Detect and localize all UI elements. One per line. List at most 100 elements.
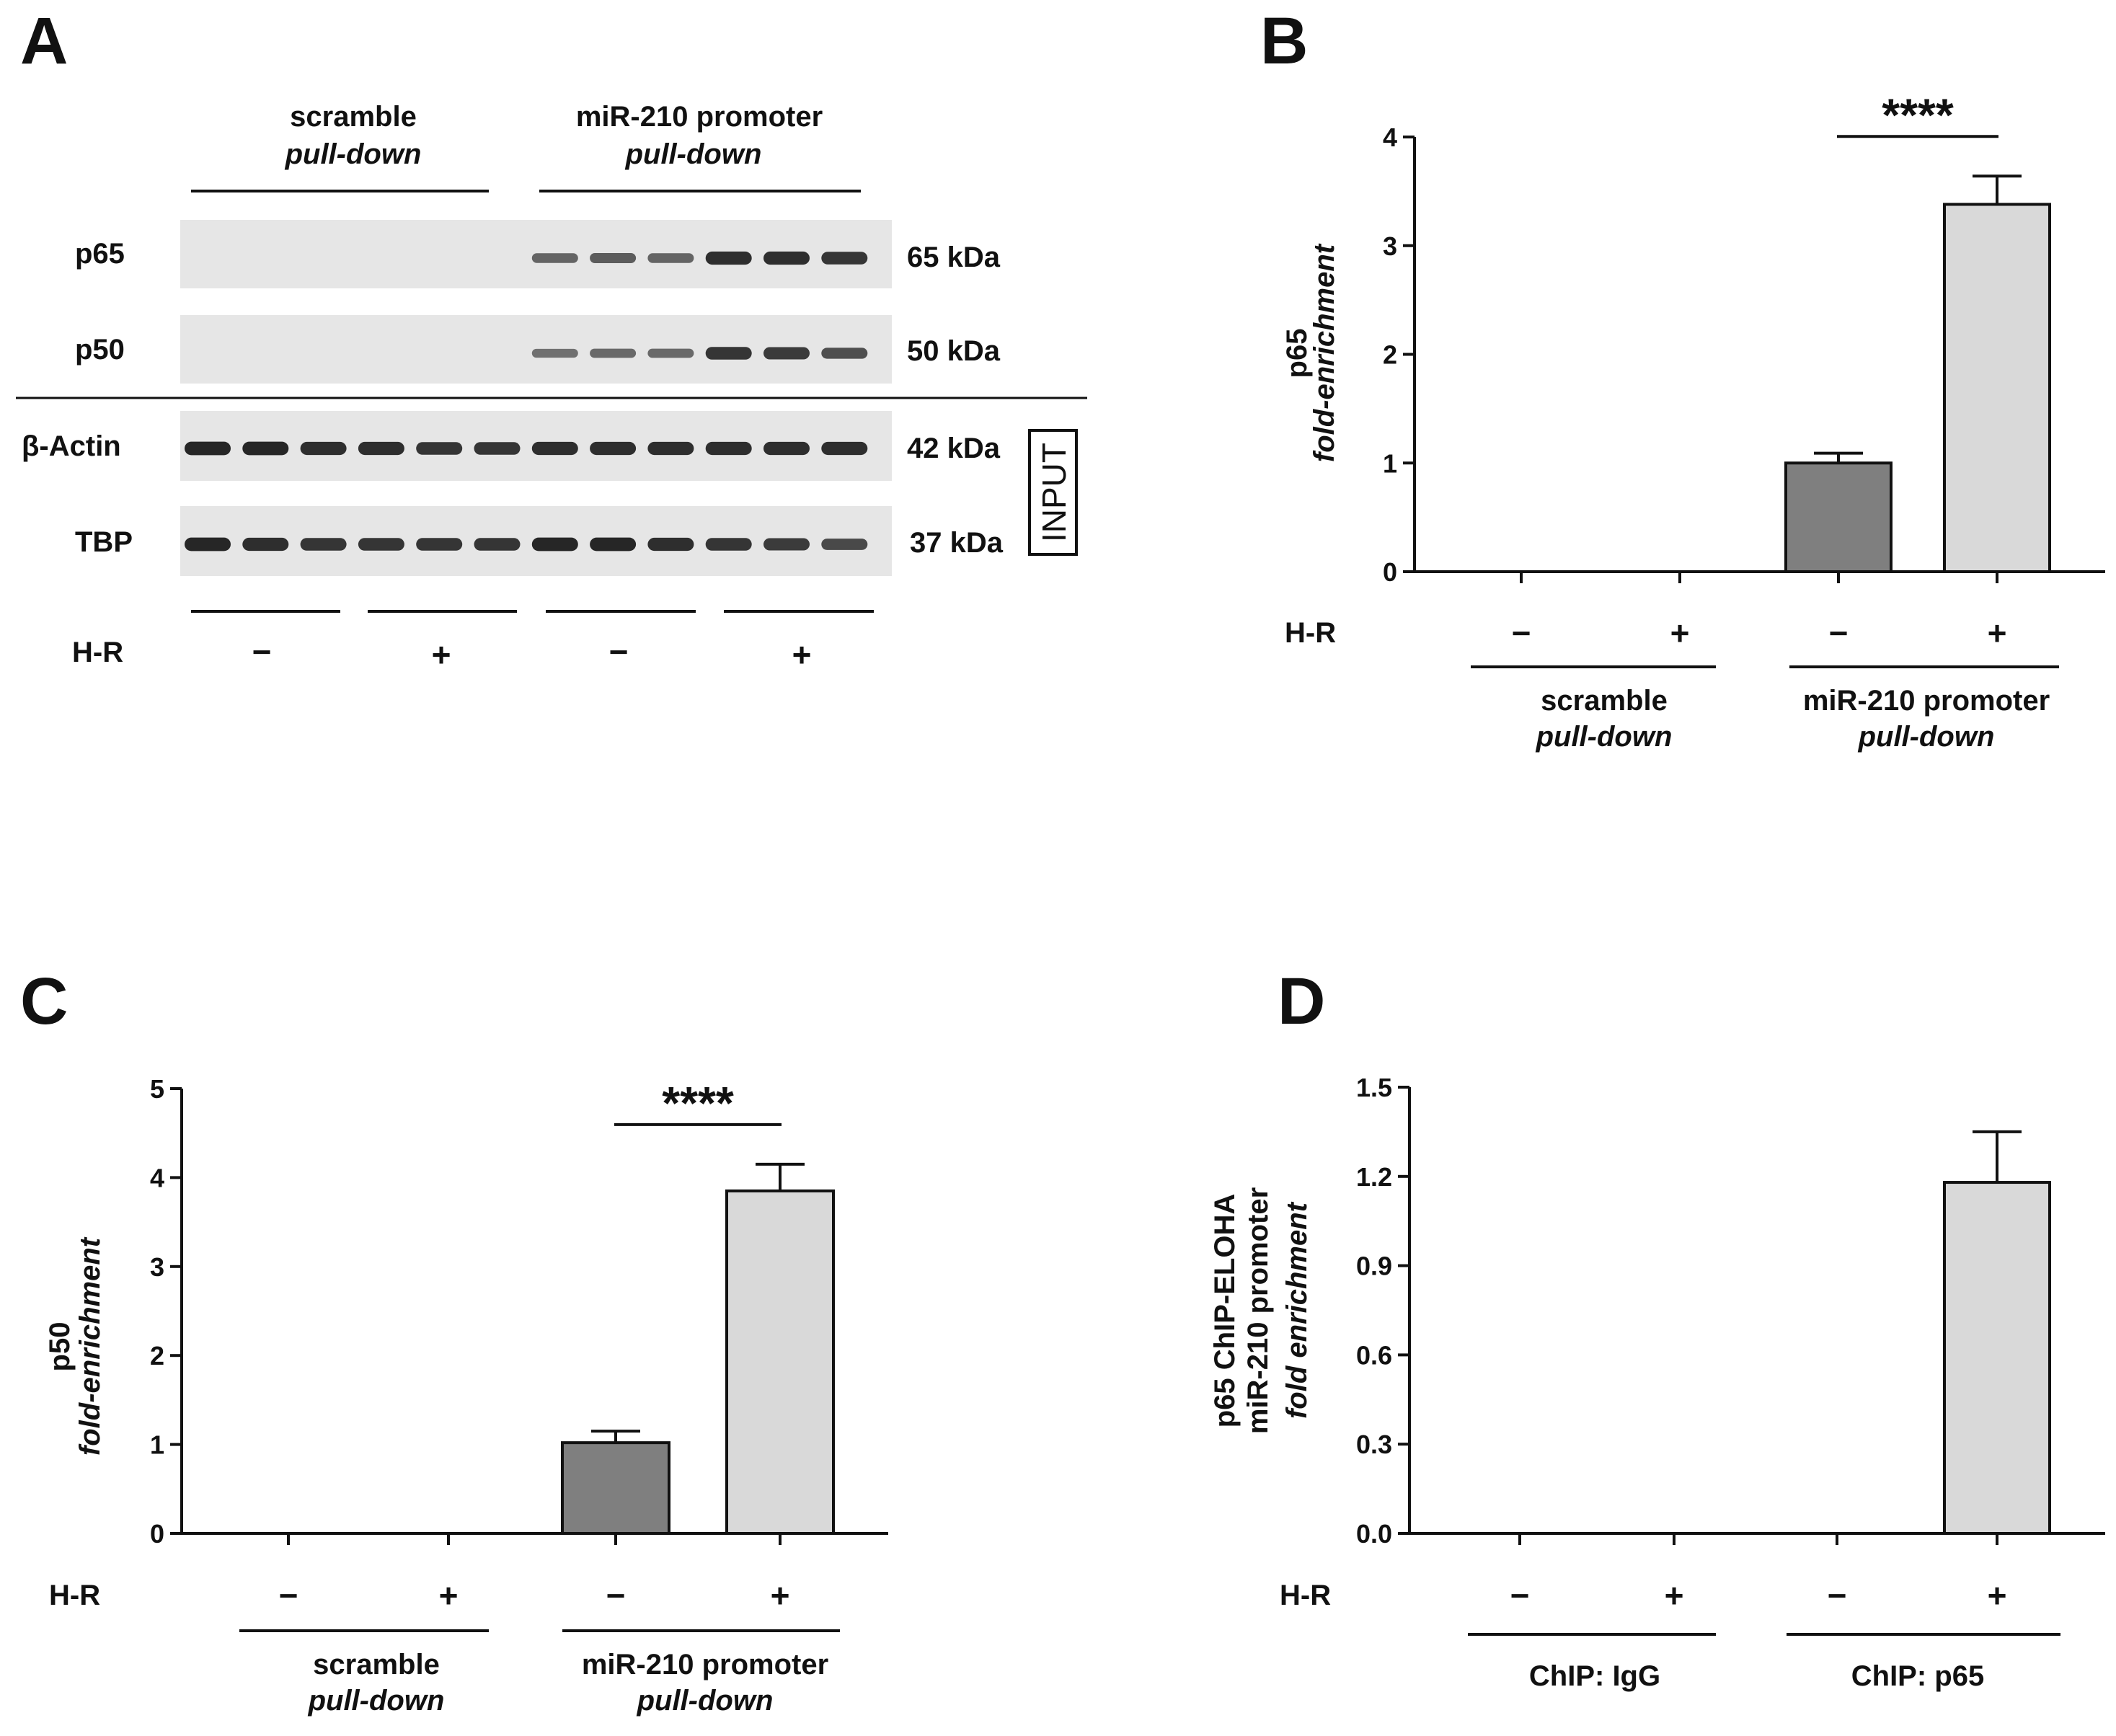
y-tick-label: 1 xyxy=(1383,448,1397,478)
group-label: scramble xyxy=(313,1649,440,1680)
blot-size-label: 37 kDa xyxy=(910,527,1004,559)
hr-sign: − xyxy=(606,1577,626,1614)
blot-band xyxy=(358,441,404,456)
bar xyxy=(1784,461,1893,573)
hr-sign: + xyxy=(1665,1577,1684,1614)
panel-a: A scramble pull-down miR-210 promoter pu… xyxy=(16,4,1087,673)
blot-band xyxy=(531,348,578,358)
hr-sign: + xyxy=(792,636,812,673)
blot-band xyxy=(531,537,578,552)
panel-b-label: B xyxy=(1260,4,1308,78)
blot-group1-sub: pull-down xyxy=(285,138,422,170)
blot-band xyxy=(705,441,752,456)
hr-sign: − xyxy=(609,633,629,670)
hr-sign: − xyxy=(279,1577,298,1614)
y-tick-label: 0.9 xyxy=(1356,1252,1392,1281)
group-sublabel: pull-down xyxy=(1536,721,1673,753)
blot-bands xyxy=(185,251,868,552)
panel-a-label: A xyxy=(20,4,68,78)
y-tick-label: 0.0 xyxy=(1356,1519,1392,1549)
y-tick-label: 0 xyxy=(150,1519,164,1549)
blot-band xyxy=(531,253,578,263)
blot-row-label: β-Actin xyxy=(22,430,121,462)
blot-band xyxy=(185,441,231,456)
blot-group2-sub: pull-down xyxy=(625,138,762,170)
bar xyxy=(725,1189,835,1536)
hr-sign: + xyxy=(1988,614,2007,652)
bar xyxy=(1943,1181,2051,1535)
blot-band xyxy=(763,347,810,360)
group-sublabel: pull-down xyxy=(1858,721,1995,753)
blot-band xyxy=(821,252,868,265)
blot-band xyxy=(531,441,578,456)
blot-band xyxy=(821,539,868,550)
blot-row-label: p50 xyxy=(75,334,125,366)
blot-size-label: 42 kDa xyxy=(907,433,1001,464)
blot-band xyxy=(242,441,289,456)
hr-sign: − xyxy=(252,633,272,670)
y-axis-label: p65 xyxy=(1281,329,1313,378)
bar xyxy=(561,1441,670,1535)
hr-sign: + xyxy=(432,636,451,673)
hr-sign: − xyxy=(1510,1577,1530,1614)
panel-d: D 0.0 0.3 0.6 0.9 1.2 1.5 p65 ChIP-ELOHA miR-21… xyxy=(1209,965,2105,1692)
blot-band xyxy=(416,442,463,455)
blot-band xyxy=(647,253,694,263)
hr-sign: + xyxy=(771,1577,790,1614)
blot-band xyxy=(242,537,289,552)
blot-band xyxy=(705,347,752,360)
blot-band xyxy=(763,251,810,265)
y-tick-label: 1 xyxy=(150,1430,164,1460)
y-axis-label: fold enrichment xyxy=(1281,1201,1313,1419)
group-sublabel: pull-down xyxy=(637,1685,774,1717)
group-label: miR-210 promoter xyxy=(582,1649,828,1680)
blot-band xyxy=(300,538,347,551)
hr-label: H-R xyxy=(72,637,123,668)
y-axis-label: fold-enrichment xyxy=(74,1236,106,1456)
hr-label: H-R xyxy=(1280,1580,1331,1611)
group-label: ChIP: IgG xyxy=(1529,1660,1660,1692)
blot-band xyxy=(763,441,810,456)
blot-band xyxy=(647,537,694,552)
input-box xyxy=(1028,429,1078,556)
y-tick-label: 1.5 xyxy=(1356,1073,1392,1102)
significance-stars: **** xyxy=(1882,89,1954,141)
y-tick-label: 0.3 xyxy=(1356,1430,1392,1459)
y-axis-label: p50 xyxy=(44,1322,76,1372)
blot-row-label: p65 xyxy=(75,238,125,270)
y-axis-label: miR-210 promoter xyxy=(1242,1187,1274,1434)
blot-row-label: TBP xyxy=(75,526,133,558)
blot-band xyxy=(358,538,404,551)
y-tick-label: 2 xyxy=(1383,340,1397,370)
y-tick-label: 4 xyxy=(1383,123,1397,152)
y-tick-label: 4 xyxy=(150,1163,164,1192)
y-tick-label: 2 xyxy=(150,1341,164,1370)
hr-sign: + xyxy=(439,1577,459,1614)
input-label: INPUT xyxy=(1035,443,1073,542)
group-sublabel: pull-down xyxy=(308,1685,445,1717)
blot-band xyxy=(647,441,694,456)
blot-band xyxy=(705,251,752,265)
y-tick-label: 3 xyxy=(150,1252,164,1282)
hr-sign: + xyxy=(1988,1577,2007,1614)
y-tick-label: 1.2 xyxy=(1356,1162,1392,1192)
y-tick-label: 0.6 xyxy=(1356,1340,1392,1370)
blot-band xyxy=(590,537,637,552)
group-label: scramble xyxy=(1541,685,1668,717)
group-label: ChIP: p65 xyxy=(1851,1660,1984,1692)
hr-label: H-R xyxy=(49,1580,100,1611)
blot-size-label: 50 kDa xyxy=(907,335,1001,367)
blot-band xyxy=(185,537,231,552)
y-tick-label: 0 xyxy=(1383,557,1397,587)
panel-d-label: D xyxy=(1278,965,1325,1038)
blot-band xyxy=(590,441,637,456)
blot-band xyxy=(821,441,868,456)
hr-sign: − xyxy=(1512,614,1531,652)
y-tick-label: 3 xyxy=(1383,231,1397,261)
chart-d: 0.0 0.3 0.6 0.9 1.2 1.5 p65 ChIP-ELOHA miR-210 … xyxy=(1209,1073,2105,1692)
hr-sign: − xyxy=(1829,614,1849,652)
